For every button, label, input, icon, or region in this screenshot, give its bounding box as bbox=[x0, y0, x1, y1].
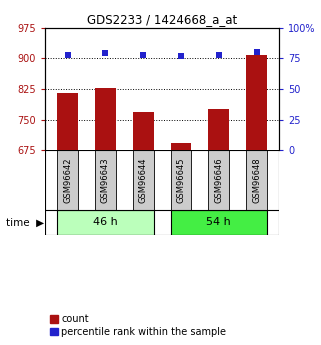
Bar bbox=[133, 112, 154, 150]
Point bbox=[65, 52, 70, 57]
Text: GSM96644: GSM96644 bbox=[139, 157, 148, 203]
Text: GSM96642: GSM96642 bbox=[63, 157, 72, 203]
Bar bbox=[170, 210, 267, 235]
Title: GDS2233 / 1424668_a_at: GDS2233 / 1424668_a_at bbox=[87, 13, 237, 27]
Bar bbox=[170, 143, 191, 150]
Point bbox=[103, 51, 108, 56]
Bar bbox=[246, 150, 267, 210]
Bar bbox=[133, 150, 154, 210]
Text: time  ▶: time ▶ bbox=[6, 217, 44, 227]
Bar bbox=[246, 55, 267, 150]
Bar bbox=[208, 109, 229, 150]
Bar bbox=[57, 93, 78, 150]
Bar bbox=[57, 210, 154, 235]
Bar bbox=[95, 150, 116, 210]
Point bbox=[216, 52, 221, 57]
Point bbox=[178, 53, 184, 59]
Text: GSM96648: GSM96648 bbox=[252, 157, 261, 203]
Bar bbox=[95, 88, 116, 150]
Bar bbox=[170, 150, 191, 210]
Text: 54 h: 54 h bbox=[206, 217, 231, 227]
Legend: count, percentile rank within the sample: count, percentile rank within the sample bbox=[50, 314, 227, 337]
Point bbox=[141, 52, 146, 57]
Bar bbox=[208, 150, 229, 210]
Bar bbox=[57, 150, 78, 210]
Text: 46 h: 46 h bbox=[93, 217, 118, 227]
Point bbox=[254, 49, 259, 55]
Text: GSM96643: GSM96643 bbox=[101, 157, 110, 203]
Text: GSM96646: GSM96646 bbox=[214, 157, 223, 203]
Text: GSM96645: GSM96645 bbox=[177, 157, 186, 203]
